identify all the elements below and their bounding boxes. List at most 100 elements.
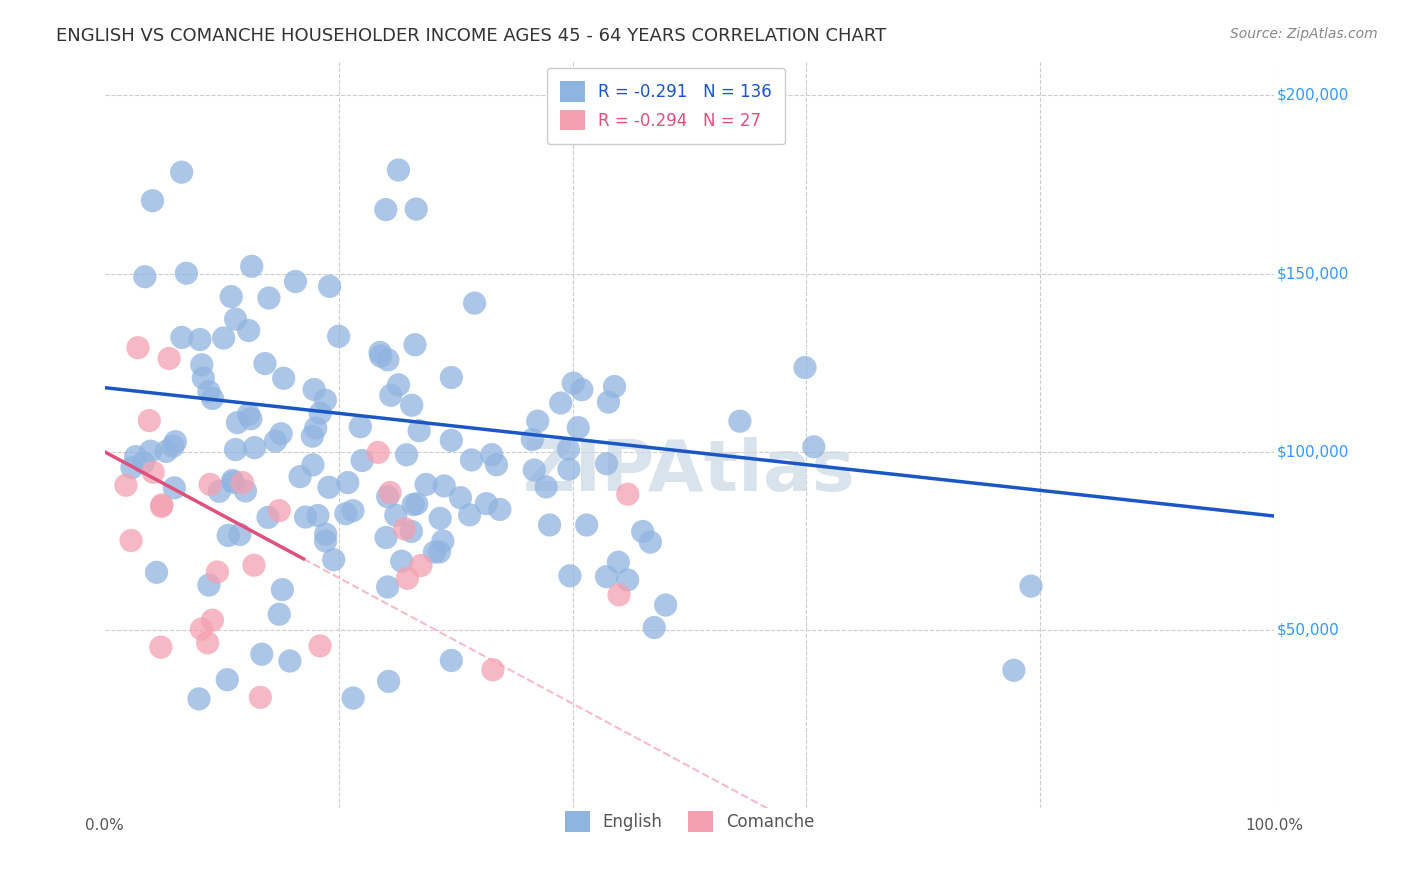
English <box>270 426 292 441</box>
English <box>170 330 193 344</box>
Comanche <box>190 622 212 636</box>
English <box>188 692 211 706</box>
English <box>155 444 177 458</box>
Comanche <box>197 636 219 650</box>
English <box>273 371 295 385</box>
English <box>301 429 323 443</box>
English <box>145 566 167 580</box>
English <box>217 673 239 687</box>
English <box>423 545 446 559</box>
English <box>607 555 630 569</box>
Comanche <box>138 414 160 428</box>
English <box>352 453 374 467</box>
English <box>342 691 364 706</box>
Text: $150,000: $150,000 <box>1277 266 1348 281</box>
English <box>401 524 423 539</box>
English <box>391 554 413 568</box>
English <box>440 370 463 384</box>
English <box>440 653 463 667</box>
English <box>374 202 396 217</box>
English <box>342 503 364 517</box>
English <box>188 333 211 347</box>
Comanche <box>232 475 254 490</box>
English <box>318 279 340 293</box>
English <box>523 463 546 477</box>
English <box>1019 579 1042 593</box>
Comanche <box>201 613 224 627</box>
English <box>226 416 249 430</box>
English <box>432 534 454 549</box>
English <box>302 458 325 472</box>
English <box>377 352 399 367</box>
English <box>309 406 332 420</box>
Text: $200,000: $200,000 <box>1277 87 1348 103</box>
English <box>235 483 257 498</box>
English <box>562 376 585 391</box>
English <box>387 163 409 178</box>
English <box>488 502 510 516</box>
English <box>139 444 162 458</box>
English <box>198 578 221 592</box>
English <box>163 481 186 495</box>
Comanche <box>309 639 332 653</box>
English <box>193 371 215 385</box>
Comanche <box>367 445 389 459</box>
English <box>404 337 426 351</box>
Comanche <box>198 477 221 491</box>
English <box>240 260 263 274</box>
Comanche <box>378 485 401 500</box>
English <box>401 398 423 412</box>
English <box>643 620 665 634</box>
English <box>264 434 287 448</box>
Comanche <box>127 341 149 355</box>
English <box>460 453 482 467</box>
English <box>328 329 350 343</box>
Comanche <box>617 487 640 501</box>
Comanche <box>269 503 291 517</box>
English <box>377 580 399 594</box>
English <box>222 475 245 490</box>
English <box>162 439 184 453</box>
English <box>257 510 280 524</box>
English <box>238 408 260 422</box>
English <box>239 411 262 425</box>
English <box>522 433 544 447</box>
English <box>250 647 273 661</box>
English <box>284 275 307 289</box>
English <box>538 518 561 533</box>
English <box>598 395 620 409</box>
English <box>212 331 235 345</box>
English <box>201 392 224 406</box>
English <box>440 434 463 448</box>
English <box>794 360 817 375</box>
English <box>558 569 581 583</box>
English <box>567 420 589 434</box>
English <box>198 384 221 399</box>
English <box>405 497 427 511</box>
Text: $50,000: $50,000 <box>1277 623 1340 638</box>
English <box>269 607 291 622</box>
English <box>616 573 638 587</box>
English <box>728 414 751 428</box>
English <box>170 165 193 179</box>
Comanche <box>607 588 630 602</box>
Comanche <box>396 571 419 585</box>
Comanche <box>243 558 266 573</box>
English <box>433 479 456 493</box>
English <box>165 434 187 449</box>
English <box>307 508 329 523</box>
English <box>408 424 430 438</box>
Comanche <box>120 533 142 548</box>
English <box>429 545 451 559</box>
Comanche <box>249 690 271 705</box>
English <box>132 456 155 470</box>
English <box>603 379 626 393</box>
English <box>475 497 498 511</box>
Text: Source: ZipAtlas.com: Source: ZipAtlas.com <box>1230 27 1378 41</box>
English <box>121 460 143 475</box>
English <box>370 349 392 363</box>
Comanche <box>150 500 173 514</box>
Comanche <box>115 478 138 492</box>
English <box>335 507 357 521</box>
English <box>141 194 163 208</box>
